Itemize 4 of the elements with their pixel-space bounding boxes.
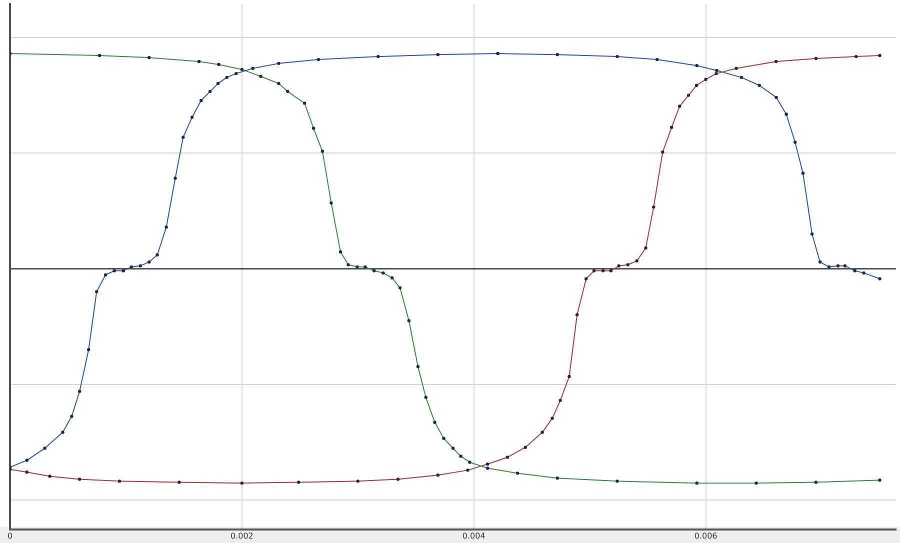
x-tick-label: 0.004 — [462, 531, 486, 540]
x-tick-label: 0.002 — [230, 531, 254, 540]
x-tick-label: 0.006 — [694, 531, 718, 540]
x-tick-label: 0 — [7, 531, 13, 540]
